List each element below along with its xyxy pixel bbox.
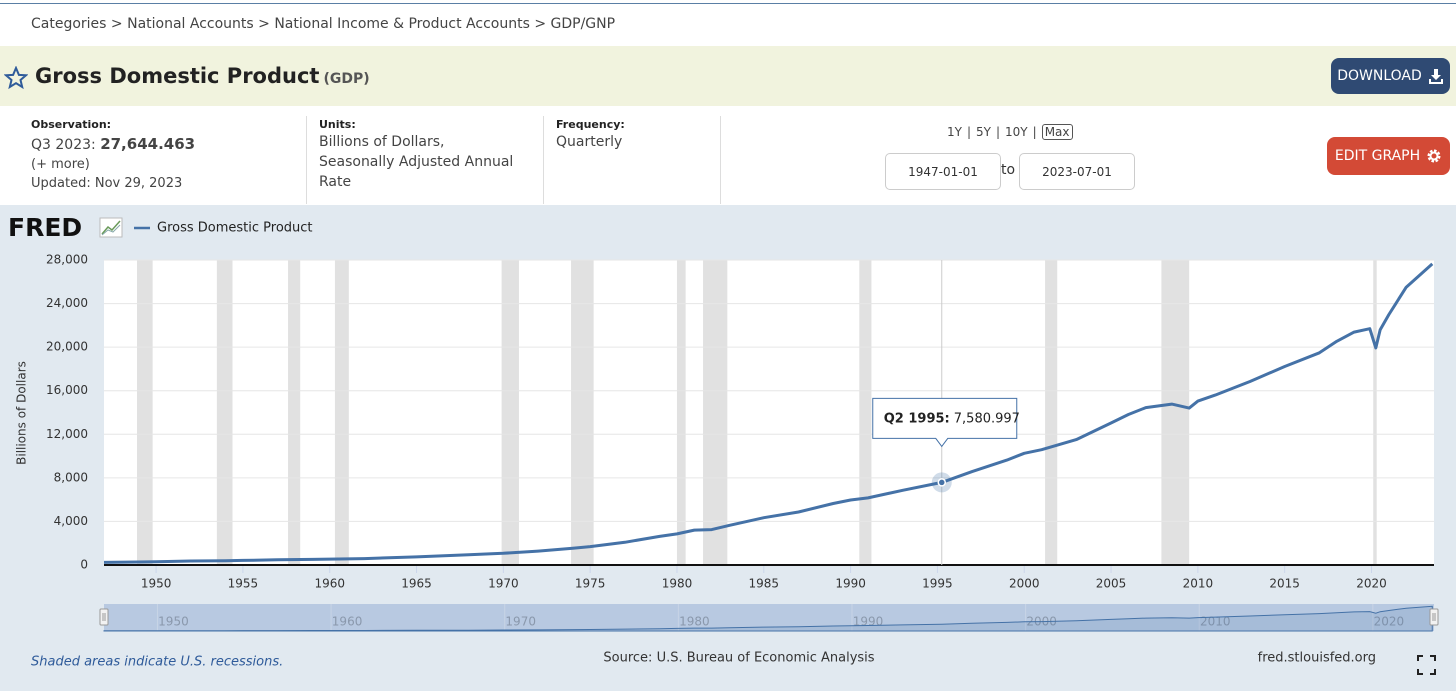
navigator-area	[103, 605, 1433, 632]
range-button[interactable]: Max	[1041, 124, 1073, 140]
navigator-label: 1960	[332, 615, 363, 629]
x-tick-label: 1970	[488, 577, 519, 591]
recession-band	[501, 260, 519, 565]
to-label: to	[1001, 162, 1016, 178]
x-tick-label: 2005	[1096, 577, 1127, 591]
range-separator: |	[995, 125, 1001, 139]
download-icon	[1428, 69, 1443, 84]
range-separator: |	[966, 125, 972, 139]
edit-label: EDIT GRAPH	[1334, 148, 1421, 164]
x-tick-label: 1975	[575, 577, 606, 591]
x-tick-label: 2000	[1009, 577, 1040, 591]
observation-period: Q3 2023:	[31, 137, 96, 153]
recession-band	[334, 260, 349, 565]
recession-band	[288, 260, 301, 565]
y-tick-label: 28,000	[46, 253, 88, 267]
recession-band	[1161, 260, 1190, 565]
y-tick-label: 16,000	[46, 383, 88, 397]
y-tick-label: 24,000	[46, 296, 88, 310]
range-button[interactable]: 10Y	[1005, 125, 1028, 139]
x-tick-label: 1980	[662, 577, 693, 591]
x-tick-label: 1995	[922, 577, 953, 591]
edit-graph-button[interactable]: EDIT GRAPH	[1327, 137, 1450, 175]
recession-band	[859, 260, 872, 565]
units-label: Units:	[319, 118, 356, 131]
fullscreen-icon[interactable]	[1417, 655, 1436, 675]
observation-value: 27,644.463	[100, 135, 196, 153]
recession-band	[136, 260, 153, 565]
x-tick-label: 1985	[749, 577, 780, 591]
navigator-handle[interactable]	[1429, 608, 1439, 626]
x-tick-label: 1960	[314, 577, 345, 591]
tooltip: Q2 1995: 7,580.997	[884, 411, 1020, 426]
title-text: Gross Domestic Product	[35, 64, 320, 88]
more-link[interactable]: (+ more)	[31, 157, 90, 172]
x-tick-label: 1990	[835, 577, 866, 591]
x-tick-label: 2010	[1183, 577, 1214, 591]
legend-label: Gross Domestic Product	[157, 221, 313, 236]
plot-area	[104, 260, 1434, 565]
logo-icon	[99, 217, 123, 238]
tooltip-box	[872, 397, 1018, 448]
y-tick-label: 20,000	[46, 340, 88, 354]
y-axis-label: Billions of Dollars	[15, 361, 29, 465]
observation-label: Observation:	[31, 118, 112, 131]
recession-band	[571, 260, 594, 565]
title-band	[0, 46, 1456, 106]
x-tick-label: 1965	[401, 577, 432, 591]
download-button[interactable]: DOWNLOAD	[1331, 58, 1450, 94]
footer-site: fred.stlouisfed.org	[1258, 651, 1376, 666]
y-tick-label: 4,000	[54, 514, 88, 528]
navigator-label: 1970	[505, 615, 536, 629]
range-button[interactable]: 1Y	[947, 125, 962, 139]
y-tick-label: 8,000	[54, 470, 88, 484]
tooltip-label: Q2 1995:	[884, 411, 950, 426]
fred-logo: FRED	[8, 213, 82, 242]
series-line	[103, 262, 1434, 564]
recession-band	[216, 260, 233, 565]
navigator-label: 2020	[1374, 615, 1405, 629]
divider	[543, 116, 544, 204]
tooltip-value: 7,580.997	[954, 411, 1020, 426]
recession-band	[1045, 260, 1058, 565]
recession-band	[676, 260, 686, 565]
x-tick-label: 1955	[228, 577, 259, 591]
y-tick-label: 12,000	[46, 427, 88, 441]
frequency: Quarterly	[556, 134, 623, 150]
recession-band	[1373, 260, 1377, 565]
range-separator: |	[1032, 125, 1037, 139]
navigator-label: 1950	[158, 615, 189, 629]
range-buttons: 1Y | 5Y | 10Y | Max	[947, 124, 1073, 140]
x-tick-label: 2015	[1269, 577, 1300, 591]
navigator-label: 1980	[679, 615, 710, 629]
y-tick-label: 0	[80, 558, 88, 572]
chart: FRED Billions of Dollars Shaded areas in…	[8, 213, 1439, 675]
series-title: Gross Domestic Product (GDP)	[35, 64, 370, 88]
breadcrumb[interactable]: Categories > National Accounts > Nationa…	[31, 16, 616, 32]
divider	[306, 116, 307, 204]
star-icon[interactable]	[4, 66, 28, 90]
navigator-handle[interactable]	[99, 608, 109, 626]
divider	[720, 116, 721, 204]
series-code: (GDP)	[323, 71, 370, 87]
footer-note: Shaded areas indicate U.S. recessions.	[31, 655, 283, 670]
frequency-label: Frequency:	[556, 118, 625, 131]
gear-icon	[1427, 149, 1441, 163]
observation: Q3 2023: 27,644.463	[31, 134, 195, 155]
top-border	[0, 3, 1456, 4]
download-label: DOWNLOAD	[1337, 68, 1422, 84]
start-date[interactable]: 1947-01-01	[885, 153, 1001, 190]
x-tick-label: 1950	[141, 577, 172, 591]
end-date[interactable]: 2023-07-01	[1019, 153, 1135, 190]
units: Billions of Dollars, Seasonally Adjusted…	[319, 134, 514, 190]
recession-band	[703, 260, 728, 565]
navigator-label: 2010	[1200, 615, 1231, 629]
range-button[interactable]: 5Y	[976, 125, 991, 139]
updated: Updated: Nov 29, 2023	[31, 176, 183, 191]
footer-source: Source: U.S. Bureau of Economic Analysis	[603, 651, 874, 666]
hover-point	[937, 478, 947, 487]
x-tick-label: 2020	[1356, 577, 1387, 591]
